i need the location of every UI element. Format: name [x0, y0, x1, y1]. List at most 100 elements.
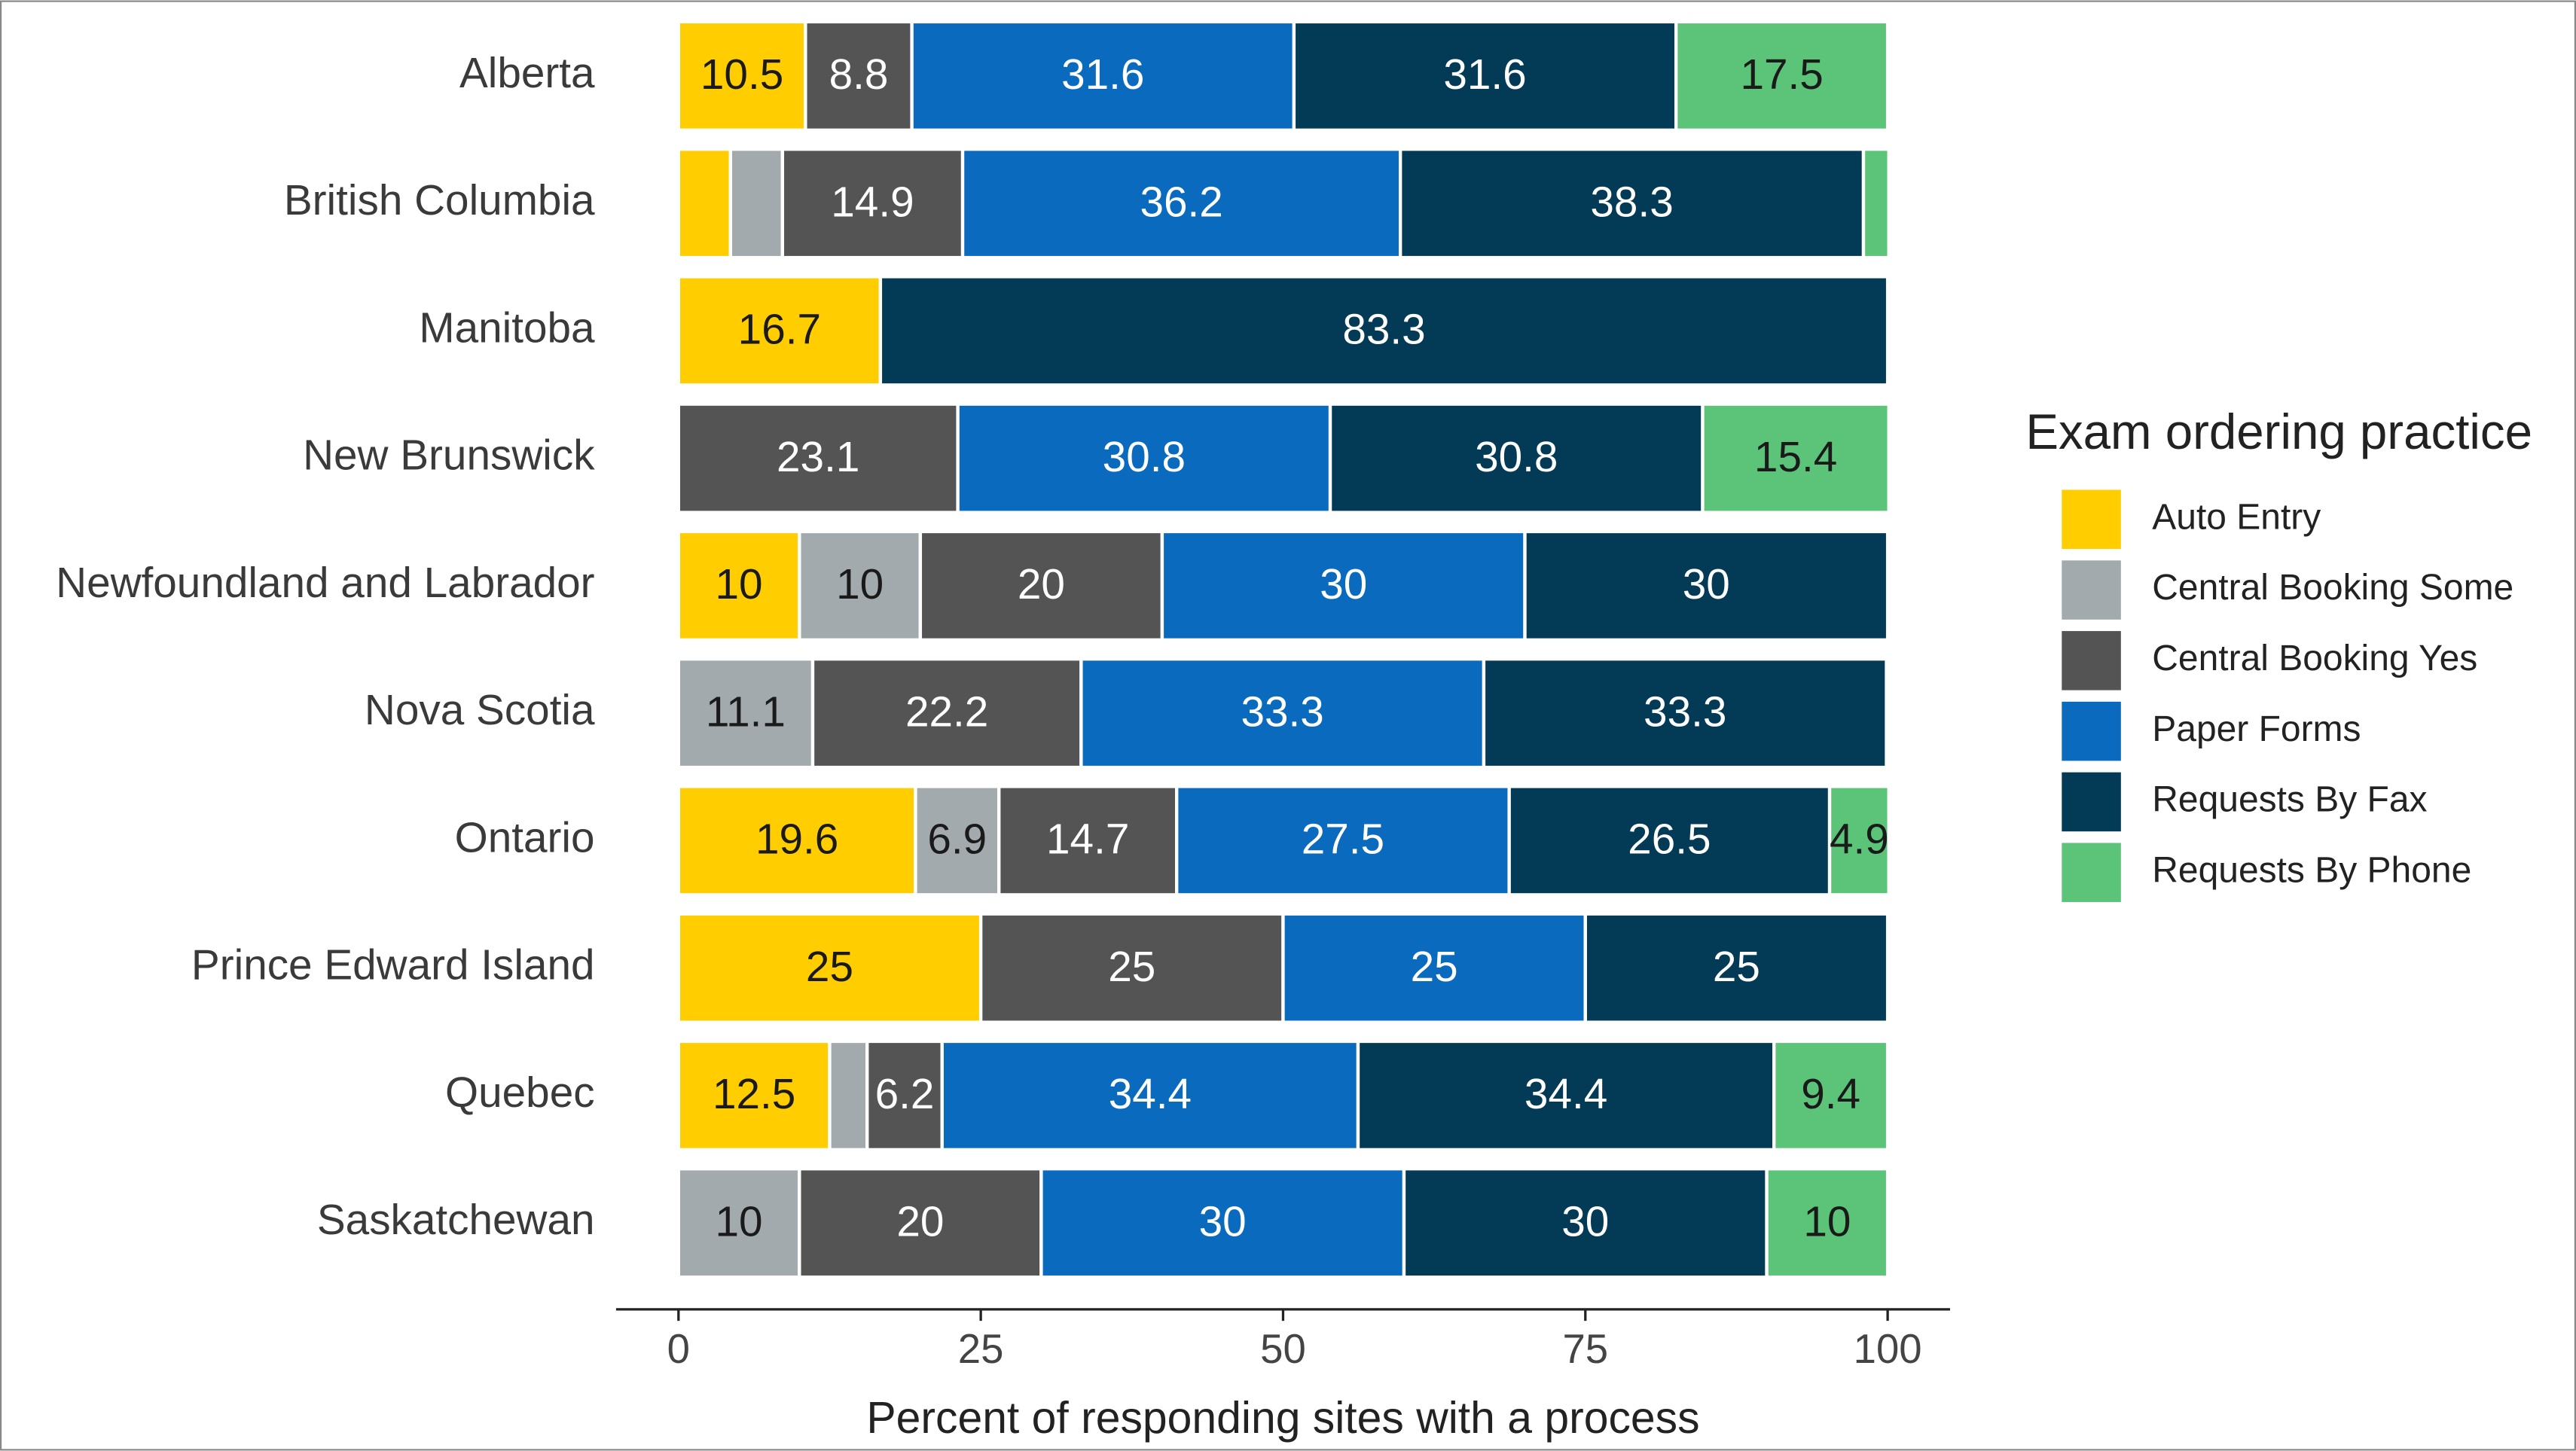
- legend-swatch: [2062, 772, 2121, 832]
- y-tick-label: Saskatchewan: [317, 1196, 595, 1244]
- legend-label: Paper Forms: [2152, 709, 2361, 749]
- legend-title: Exam ordering practice: [2025, 404, 2532, 459]
- value-label: 14.9: [831, 178, 914, 226]
- bar-segment: [798, 529, 923, 642]
- value-label: 30: [1683, 561, 1730, 608]
- bar-segment: [1772, 1039, 1890, 1152]
- legend-swatch: [2062, 631, 2121, 690]
- legend-label: Auto Entry: [2152, 497, 2321, 537]
- value-label: 20: [1018, 561, 1065, 608]
- bar-segment: [1523, 529, 1890, 642]
- bar-segment: [910, 20, 1296, 133]
- value-label: 30.8: [1475, 434, 1558, 481]
- bar-segment: [1701, 402, 1891, 514]
- bar-segment: [1079, 657, 1486, 770]
- value-label: 27.5: [1302, 816, 1384, 864]
- bar-segment: [1765, 1167, 1890, 1279]
- bar-segment: [1402, 1167, 1769, 1279]
- value-label: 10: [1803, 1198, 1851, 1245]
- x-tick-label: 0: [667, 1326, 690, 1372]
- bar-segment: [1861, 147, 1891, 260]
- value-label: 12.5: [713, 1071, 795, 1118]
- bar-segment: [997, 785, 1179, 897]
- y-tick-label: Ontario: [455, 814, 595, 861]
- bar-segment: [1328, 402, 1705, 514]
- value-label: 11.1: [706, 688, 786, 736]
- bar-segment: [1507, 785, 1832, 897]
- value-label: 26.5: [1628, 816, 1711, 864]
- value-label: 10: [716, 561, 763, 608]
- value-label: 25: [1411, 943, 1458, 991]
- legend-label: Requests By Phone: [2152, 850, 2471, 890]
- y-tick-label: Alberta: [459, 50, 595, 97]
- bar-segment: [940, 1039, 1360, 1152]
- legend-label: Requests By Fax: [2152, 780, 2427, 820]
- bar-segment: [828, 1039, 869, 1152]
- bar-segment: [865, 1039, 944, 1152]
- value-label: 6.9: [927, 816, 987, 864]
- value-label: 10.5: [700, 51, 783, 99]
- value-label: 25: [806, 943, 853, 991]
- value-label: 33.3: [1241, 688, 1323, 736]
- x-tick-label: 25: [958, 1326, 1004, 1372]
- y-tick-label: Nova Scotia: [365, 687, 595, 734]
- y-tick-label: Manitoba: [419, 304, 595, 352]
- bar-segment: [676, 147, 733, 260]
- x-tick-label: 100: [1854, 1326, 1922, 1372]
- value-label: 15.4: [1754, 434, 1837, 481]
- legend-label: Central Booking Some: [2152, 568, 2513, 608]
- bar-segment: [1482, 657, 1888, 770]
- value-label: 10: [836, 561, 884, 608]
- value-label: 25: [1713, 943, 1760, 991]
- value-label: 31.6: [1061, 51, 1144, 99]
- bar-segment: [728, 147, 785, 260]
- value-label: 20: [896, 1198, 944, 1245]
- value-label: 8.8: [829, 51, 889, 99]
- value-label: 10: [716, 1198, 763, 1245]
- bar-segment: [676, 912, 983, 1024]
- x-tick-label: 75: [1562, 1326, 1608, 1372]
- y-tick-label: British Columbia: [284, 177, 595, 224]
- x-tick-label: 50: [1260, 1326, 1306, 1372]
- y-tick-label: Prince Edward Island: [191, 942, 595, 989]
- legend-swatch: [2062, 489, 2121, 550]
- bar-segment: [780, 147, 965, 260]
- bar-segment: [676, 275, 883, 387]
- y-tick-label: Quebec: [445, 1069, 595, 1117]
- value-label: 14.7: [1046, 816, 1129, 864]
- bar-segment: [1827, 785, 1891, 897]
- value-label: 9.4: [1801, 1071, 1860, 1118]
- bar-segment: [798, 1167, 1043, 1279]
- value-label: 23.1: [777, 434, 859, 481]
- bar-segment: [978, 912, 1285, 1024]
- value-label: 17.5: [1740, 51, 1823, 99]
- value-label: 30: [1199, 1198, 1247, 1245]
- bar-segment: [918, 529, 1164, 642]
- value-label: 22.2: [905, 688, 988, 736]
- bar-segment: [1281, 912, 1587, 1024]
- value-label: 6.2: [875, 1071, 935, 1118]
- bar-segment: [1039, 1167, 1406, 1279]
- value-label: 25: [1108, 943, 1155, 991]
- value-label: 34.4: [1109, 1071, 1192, 1118]
- value-label: 36.2: [1140, 178, 1222, 226]
- bar-segment: [956, 402, 1332, 514]
- legend-label: Central Booking Yes: [2152, 639, 2477, 678]
- bar-segment: [676, 1039, 832, 1152]
- bar-segment: [1583, 912, 1890, 1024]
- value-label: 83.3: [1342, 306, 1425, 354]
- value-label: 30: [1561, 1198, 1609, 1245]
- value-label: 34.4: [1525, 1071, 1607, 1118]
- legend-swatch: [2062, 560, 2121, 620]
- bar-segment: [914, 785, 1001, 897]
- bar-segment: [1356, 1039, 1776, 1152]
- bar-segment: [1292, 20, 1678, 133]
- value-label: 19.6: [755, 816, 838, 864]
- value-label: 30.8: [1103, 434, 1186, 481]
- bar-segment: [676, 1167, 801, 1279]
- value-label: 38.3: [1590, 178, 1673, 226]
- x-axis-title: Percent of responding sites with a proce…: [866, 1394, 1699, 1443]
- bar-segment: [1398, 147, 1866, 260]
- value-label: 4.9: [1830, 816, 1889, 864]
- y-tick-label: Newfoundland and Labrador: [56, 559, 594, 607]
